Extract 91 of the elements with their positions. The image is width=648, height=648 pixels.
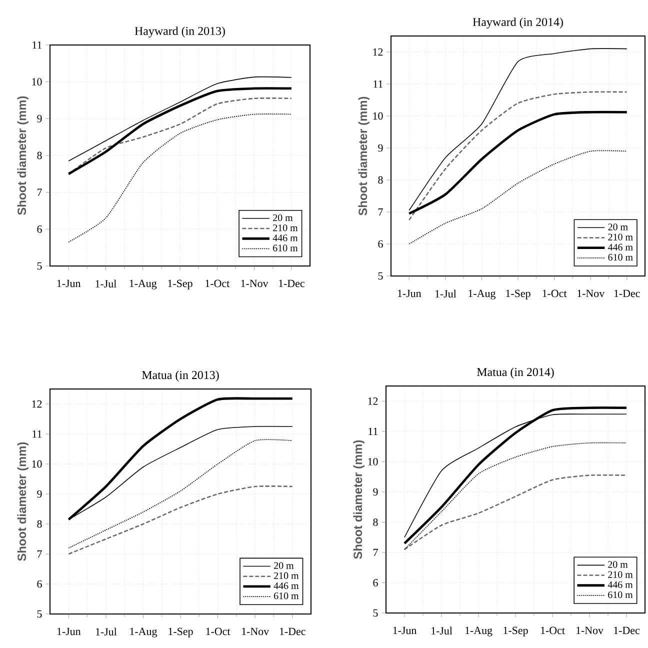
legend-label: 20 m: [608, 224, 628, 230]
y-tick-label: 7: [37, 550, 42, 558]
x-tick-label: 1-Dec: [279, 280, 304, 288]
x-tick-label: 1-Dec: [614, 290, 640, 298]
y-tick-label: 8: [373, 518, 378, 526]
y-tick-label: 10: [32, 460, 42, 468]
x-tick-label: 1-Jun: [57, 280, 81, 288]
legend-label: 210 m: [273, 224, 298, 232]
line-series: [408, 150, 628, 244]
legend-label: 210 m: [274, 572, 299, 580]
x-tick-label: 1-Sep: [506, 290, 530, 300]
y-tick-label: 7: [373, 548, 378, 556]
x-tick-label: 1-Oct: [540, 626, 565, 634]
y-axis-title: Shoot diameter (mm): [17, 442, 28, 561]
legend-label: 610 m: [273, 244, 298, 252]
y-tick-label: 11: [368, 428, 378, 436]
y-tick-label: 11: [32, 41, 42, 49]
y-tick-label: 12: [32, 400, 42, 408]
x-tick-label: 1-Jun: [57, 628, 81, 636]
y-axis-title: Shoot diameter (mm): [358, 96, 370, 216]
legend-label: 610 m: [608, 254, 633, 261]
x-tick-label: 1-Jun: [393, 626, 417, 634]
line-series: [408, 48, 628, 211]
x-tick-label: 1-Oct: [542, 290, 567, 298]
y-axis-title: Shoot diameter (mm): [353, 440, 364, 559]
y-tick-label: 10: [368, 458, 378, 466]
x-tick-label: 1-Jul: [432, 626, 452, 634]
x-tick-label: 1-Aug: [465, 626, 492, 636]
y-axis-title: Shoot diameter (mm): [17, 96, 28, 215]
y-tick-label: 9: [378, 144, 383, 152]
x-tick-label: 1-Sep: [168, 628, 193, 638]
x-tick-label: 1-Nov: [242, 628, 270, 636]
legend-label: 446 m: [272, 234, 298, 242]
legend-label: 210 m: [608, 571, 633, 578]
legend-label: 210 m: [608, 234, 633, 240]
x-tick-label: 1-Oct: [206, 628, 230, 636]
y-tick-label: 12: [368, 398, 378, 405]
line-series: [404, 442, 627, 550]
y-tick-label: 6: [37, 225, 42, 233]
y-tick-label: 7: [378, 208, 383, 216]
x-tick-label: 1-Nov: [241, 280, 268, 288]
y-tick-label: 11: [374, 80, 383, 88]
line-series: [408, 91, 628, 221]
legend-label: 20 m: [273, 214, 293, 222]
y-tick-label: 6: [37, 580, 42, 588]
legend-label: 20 m: [608, 561, 628, 568]
x-tick-label: 1-Dec: [614, 626, 640, 634]
x-tick-label: 1-Oct: [206, 280, 230, 288]
legend-label: 446 m: [608, 581, 633, 588]
chart-title: Hayward (in 2013): [134, 26, 225, 38]
y-tick-label: 6: [373, 579, 378, 586]
legend-label: 446 m: [608, 244, 633, 250]
x-tick-label: 1-Sep: [504, 626, 528, 636]
x-tick-label: 1-Aug: [130, 280, 157, 290]
chart-title: Matua (in 2014): [477, 368, 554, 379]
x-tick-label: 1-Aug: [468, 290, 496, 300]
x-tick-label: 1-Jul: [96, 280, 116, 288]
y-tick-label: 5: [37, 262, 42, 270]
x-tick-label: 1-Sep: [168, 280, 192, 290]
y-tick-label: 6: [378, 240, 383, 248]
y-tick-label: 10: [32, 78, 42, 86]
legend-label: 610 m: [608, 591, 633, 598]
y-tick-label: 11: [32, 430, 42, 438]
y-tick-label: 9: [37, 114, 42, 122]
legend-label: 20 m: [274, 562, 294, 569]
y-tick-label: 10: [373, 112, 383, 120]
y-tick-label: 12: [373, 48, 383, 56]
y-tick-label: 8: [378, 176, 383, 184]
x-tick-label: 1-Nov: [578, 290, 605, 298]
line-series: [68, 439, 293, 548]
chart-title: Hayward (in 2014): [472, 18, 563, 28]
x-tick-label: 1-Aug: [130, 628, 157, 638]
legend-label: 610 m: [274, 592, 299, 600]
x-tick-label: 1-Dec: [280, 628, 306, 636]
y-tick-label: 8: [37, 152, 42, 160]
legend-label: 446 m: [274, 582, 299, 590]
chart-title: Matua (in 2013): [142, 370, 219, 382]
x-tick-label: 1-Jun: [398, 290, 422, 298]
y-tick-label: 7: [37, 188, 42, 196]
x-tick-label: 1-Jul: [96, 628, 117, 636]
x-tick-label: 1-Nov: [576, 626, 604, 634]
y-tick-label: 8: [37, 520, 42, 528]
line-series: [68, 486, 294, 555]
y-tick-label: 5: [37, 610, 42, 618]
line-series: [404, 474, 628, 550]
y-tick-label: 9: [37, 490, 42, 498]
x-tick-label: 1-Jul: [435, 290, 456, 298]
y-tick-label: 5: [373, 609, 378, 617]
y-tick-label: 5: [378, 272, 383, 280]
y-tick-label: 9: [373, 488, 378, 496]
line-series: [68, 114, 292, 243]
